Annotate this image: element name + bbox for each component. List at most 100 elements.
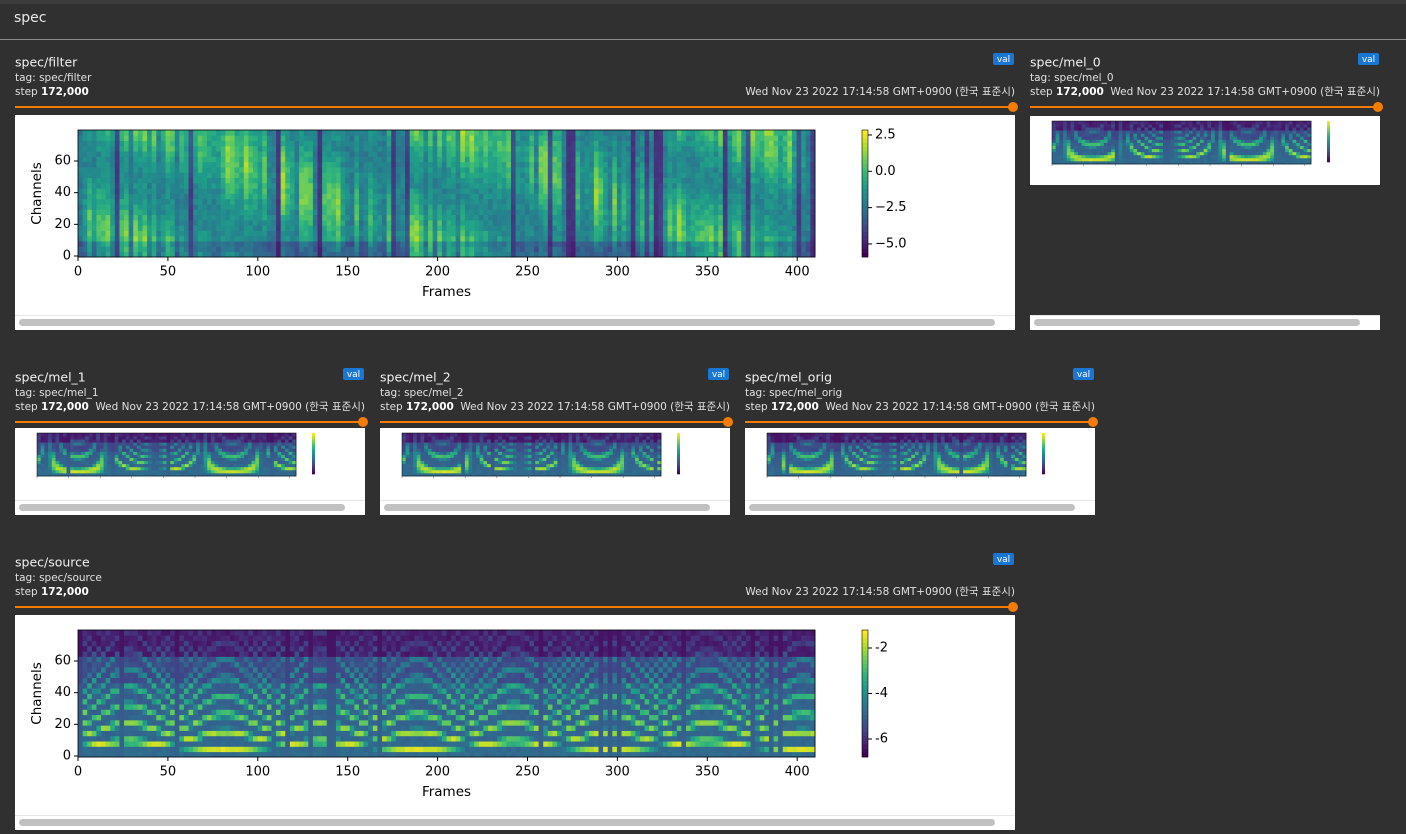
spectrogram-cell (764, 241, 770, 247)
spectrogram-cell (1237, 160, 1242, 165)
slider-thumb[interactable] (1008, 102, 1018, 112)
spectrogram-cell (188, 219, 194, 226)
spectrogram-cell (1203, 124, 1208, 128)
spectrogram-cell (1052, 136, 1057, 140)
spectrogram-cell (487, 219, 493, 226)
spectrogram-cell (801, 246, 807, 253)
spectrogram-cell (755, 145, 761, 152)
spectrogram-cell (354, 193, 360, 200)
spectrogram-cell (589, 241, 595, 247)
spectrogram-cell (326, 219, 332, 226)
spectrogram-cell (1303, 151, 1308, 156)
spectrogram-cell (782, 246, 788, 253)
spectrogram-cell (234, 156, 240, 163)
spectrogram-cell (326, 209, 332, 216)
spectrogram-cell (778, 214, 784, 221)
spectrogram-cell (570, 198, 576, 205)
spectrogram-cell (699, 167, 705, 173)
spectrogram-cell (1118, 139, 1123, 143)
spectrogram-cell (114, 188, 120, 194)
spectrogram-cell (616, 241, 622, 247)
spectrogram-cell (285, 198, 291, 205)
spectrogram-cell (248, 193, 254, 200)
spectrogram-cell (179, 145, 185, 152)
spectrogram-cell (566, 172, 572, 179)
spectrogram-cell (1222, 130, 1227, 134)
spectrogram-cell (653, 140, 659, 147)
scrollbar[interactable] (1034, 319, 1360, 326)
spectrogram-cell (1218, 139, 1223, 143)
spectrogram-cell (713, 230, 719, 237)
spectrogram-cell (441, 177, 447, 184)
spectrogram-cell (340, 235, 346, 242)
spectrogram-cell (243, 241, 249, 247)
spectrogram-cell (1133, 139, 1138, 143)
spectrogram-cell (1059, 133, 1064, 137)
spectrogram-cell (1159, 157, 1164, 162)
spectrogram-cell (1170, 142, 1175, 146)
spectrogram-cell (607, 167, 613, 173)
spectrogram-cell (91, 251, 97, 258)
spectrogram-cell (386, 198, 392, 205)
spectrogram-cell (1181, 157, 1186, 162)
spectrogram-cell (1181, 121, 1186, 125)
spectrogram-cell (405, 204, 411, 210)
spectrogram-cell (409, 241, 415, 247)
spectrogram-cell (524, 214, 530, 221)
spectrogram-cell (211, 225, 217, 231)
slider-thumb[interactable] (1373, 102, 1383, 112)
spectrogram-cell (492, 198, 498, 205)
spectrogram-cell (676, 177, 682, 184)
spectrogram-cell (1085, 157, 1090, 162)
spectrogram-cell (1259, 130, 1264, 134)
colorbar-tick-label: −5.0 (875, 236, 907, 251)
spectrogram-cell (1185, 145, 1190, 150)
spectrogram-cell (718, 188, 724, 194)
spectrogram-cell (409, 214, 415, 221)
spectrogram-cell (492, 230, 498, 237)
spectrogram-cell (460, 193, 466, 200)
spectrogram-cell (718, 198, 724, 205)
scrollbar[interactable] (19, 319, 995, 326)
spectrogram-cell (96, 156, 102, 163)
spectrogram-cell (156, 130, 162, 136)
spectrogram-cell (745, 177, 751, 184)
spectrogram-cell (289, 188, 295, 194)
spectrogram-cell (91, 209, 97, 216)
spectrogram-cell (1111, 160, 1116, 165)
spectrogram-cell (147, 156, 153, 163)
spectrogram-cell (630, 167, 636, 173)
slider-thumb[interactable] (358, 417, 368, 427)
spectrogram-cell (662, 198, 668, 205)
spectrogram-cell (147, 188, 153, 194)
scrollbar[interactable] (19, 504, 345, 511)
spectrogram-cell (147, 135, 153, 141)
spectrogram-cell (1262, 154, 1267, 159)
spectrogram-cell (469, 161, 475, 168)
spectrogram-cell (584, 230, 590, 237)
spectrogram-cell (506, 130, 512, 136)
spectrogram-cell (497, 135, 503, 141)
spectrogram-cell (239, 156, 245, 163)
spectrogram-cell (147, 151, 153, 157)
spectrogram-cell (82, 204, 88, 210)
spectrogram-cell (82, 156, 88, 163)
spectrogram-cell (423, 230, 429, 237)
spectrogram-cell (487, 230, 493, 237)
spectrogram-cell (262, 251, 268, 258)
spectrogram-cell (695, 140, 701, 147)
spectrogram-cell (1177, 154, 1182, 159)
spectrogram-cell (1140, 151, 1145, 156)
spectrogram-cell (566, 251, 572, 258)
spectrogram-cell (778, 246, 784, 253)
spectrogram-cell (639, 167, 645, 173)
spectrogram-cell (243, 193, 249, 200)
group-title[interactable]: spec (14, 10, 47, 26)
spectrogram-cell (515, 246, 521, 253)
spectrogram-cell (469, 251, 475, 258)
spectrogram-cell (289, 214, 295, 221)
spectrogram-cell (612, 241, 618, 247)
spectrogram-cell (768, 135, 774, 141)
spectrogram-cell (598, 182, 604, 189)
spectrogram-cell (37, 439, 42, 443)
